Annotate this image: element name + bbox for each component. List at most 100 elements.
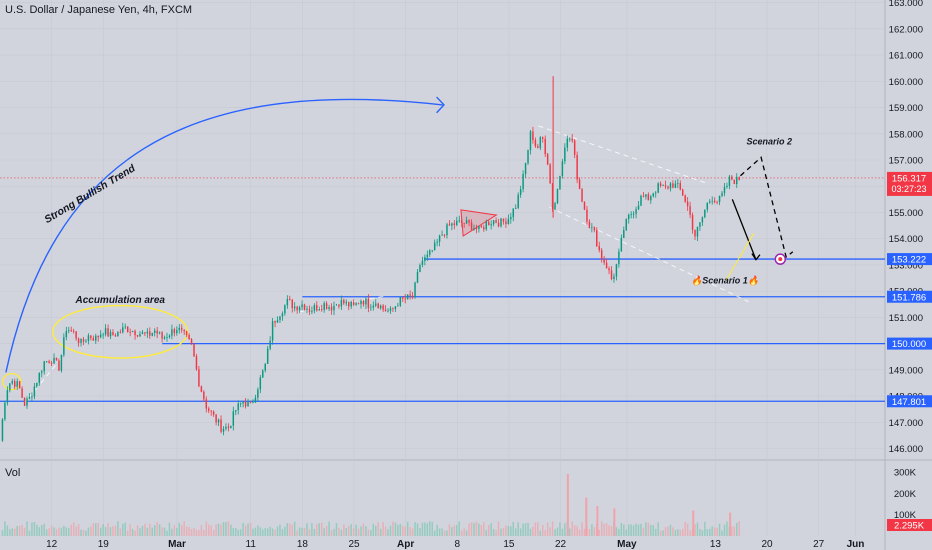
volume-bar <box>48 528 50 536</box>
volume-bar <box>217 523 220 536</box>
candle-body <box>235 410 237 412</box>
candle-body <box>456 220 458 225</box>
candle-body <box>303 304 306 310</box>
level-tag <box>887 337 932 350</box>
volume-bar <box>696 522 699 536</box>
candle-body <box>166 337 168 338</box>
candle <box>736 173 738 189</box>
candle-body <box>392 308 394 310</box>
candle <box>662 184 664 187</box>
volume-bar <box>239 529 242 536</box>
candle <box>593 226 596 233</box>
candle <box>109 329 112 340</box>
candle <box>642 191 645 198</box>
candle-body <box>70 330 72 332</box>
candle-body <box>355 303 357 305</box>
candle-body <box>328 306 330 309</box>
volume-bar <box>630 524 632 536</box>
candle-body <box>433 242 436 251</box>
volume-bar <box>31 522 33 536</box>
volume-bar <box>460 530 463 536</box>
volume-bar <box>576 526 578 536</box>
volume-bar <box>208 524 210 536</box>
candle <box>726 182 728 189</box>
candle-body <box>58 360 60 371</box>
candle-body <box>198 369 200 387</box>
candle-body <box>443 234 446 236</box>
volume-bar <box>416 523 419 536</box>
volume-spike-bar <box>692 510 695 536</box>
drawings <box>2 96 794 405</box>
candle-body <box>193 343 195 357</box>
candle <box>681 188 684 197</box>
candle-body <box>318 309 321 311</box>
candle <box>149 327 151 339</box>
candle-body <box>711 200 713 202</box>
volume-bar <box>124 522 126 536</box>
volume-bar <box>672 527 674 536</box>
candle <box>217 418 220 427</box>
volume-bar <box>379 528 382 536</box>
candle-body <box>176 330 178 334</box>
bullish-trend-arc <box>5 98 443 373</box>
volume-bar <box>632 525 635 536</box>
candle <box>55 357 58 361</box>
candle <box>183 329 185 335</box>
candle <box>112 329 114 336</box>
level-label: 150.000 <box>892 339 926 350</box>
candle <box>190 337 193 345</box>
candle <box>70 326 72 333</box>
candle <box>667 185 669 190</box>
price-tick-label: 163.000 <box>889 0 923 9</box>
candle-body <box>514 207 517 209</box>
volume-bar <box>490 522 492 536</box>
candle <box>21 386 23 398</box>
level-label: 151.786 <box>892 292 926 303</box>
candle-body <box>495 220 497 223</box>
candle-body <box>259 377 262 390</box>
candle-body <box>48 361 50 364</box>
candle-body <box>82 339 85 342</box>
candle-body <box>367 298 370 308</box>
volume-bar <box>505 525 507 536</box>
candle-body <box>232 411 235 426</box>
candle-body <box>387 310 389 312</box>
volume-bar <box>227 521 230 536</box>
candle-body <box>709 201 711 203</box>
volume-label: Vol <box>5 467 21 479</box>
candle <box>421 256 424 268</box>
candle <box>709 199 711 204</box>
candle <box>338 304 340 309</box>
candle-body <box>279 316 281 321</box>
candle <box>610 266 613 281</box>
candle-body <box>163 337 166 339</box>
volume-bar <box>441 528 443 536</box>
volume-bar <box>510 526 512 536</box>
volume-spike-bar <box>729 512 732 536</box>
candle <box>119 329 122 334</box>
candle <box>308 305 311 316</box>
candle-body <box>343 300 345 304</box>
volume-bar <box>603 523 605 536</box>
candle <box>424 254 426 266</box>
candle <box>367 294 370 313</box>
volume-bar <box>517 522 519 536</box>
candle <box>227 423 230 432</box>
time-tick-label: 27 <box>813 539 825 550</box>
candle-body <box>370 307 372 309</box>
candle-body <box>402 297 404 299</box>
volume-bar <box>583 528 586 536</box>
candle-body <box>426 254 429 258</box>
candle <box>561 158 564 179</box>
candle-body <box>591 226 593 228</box>
candle <box>394 305 397 312</box>
time-tick-label: May <box>617 539 637 550</box>
candle-body <box>551 183 554 210</box>
candle-body <box>377 303 379 309</box>
candle-body <box>151 332 154 336</box>
candle <box>311 306 313 315</box>
volume-bar <box>345 527 348 536</box>
candle-body <box>266 348 269 364</box>
candle <box>85 339 87 343</box>
